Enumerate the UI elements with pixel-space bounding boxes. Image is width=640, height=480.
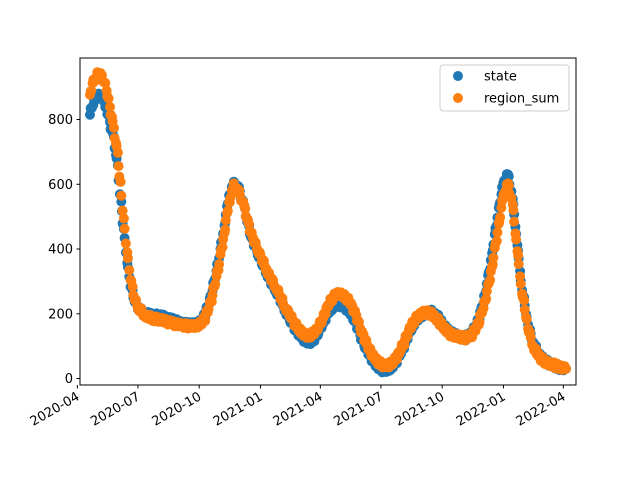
point-region_sum [115,176,126,187]
point-region_sum [113,161,124,172]
legend-marker-region-sum [453,93,463,103]
point-region_sum [214,259,225,270]
point-region_sum [508,205,519,216]
point-region_sum [511,234,522,245]
y-axis: 0 200 400 600 800 [48,113,80,387]
point-region_sum [515,278,526,289]
point-region_sum [210,279,221,290]
point-region_sum [100,78,111,88]
point-region_sum [222,205,233,216]
point-region_sum [119,223,130,234]
point-region_sum [495,212,506,223]
point-region_sum [525,332,536,343]
point-region_sum [112,147,123,158]
y-tick-label: 0 [65,372,73,387]
point-region_sum [491,235,502,246]
point-region_sum [492,227,503,238]
point-region_sum [244,219,255,230]
point-region_sum [515,271,526,282]
point-region_sum [509,216,520,227]
legend-box [439,64,570,112]
point-region_sum [86,85,97,96]
y-tick-label: 800 [48,113,73,128]
point-region_sum [220,215,231,226]
point-region_sum [124,265,135,276]
point-region_sum [127,281,138,292]
series-layer [85,67,571,378]
point-region_sum [109,122,119,133]
legend-label-state: state [484,70,517,85]
legend-label-region-sum: region_sum [484,92,559,107]
point-region_sum [120,238,131,249]
point-region_sum [513,250,524,261]
point-region_sum [503,180,514,191]
point-region_sum [217,242,228,253]
series-region_sum [85,67,571,375]
point-region_sum [207,290,218,300]
y-tick-label: 600 [48,178,73,193]
point-region_sum [103,93,114,104]
point-region_sum [118,213,129,224]
point-region_sum [485,275,496,285]
point-region_sum [117,205,128,216]
legend-marker-state [453,71,463,81]
point-region_sum [122,253,133,264]
point-region_sum [105,101,115,112]
y-tick-label: 200 [48,307,73,322]
point-region_sum [519,304,530,315]
point-region_sum [519,295,530,306]
point-region_sum [513,259,524,270]
legend: state region_sum [439,64,570,112]
y-tick-label: 400 [48,243,73,258]
point-region_sum [561,363,571,374]
point-region_sum [220,224,231,235]
point-region_sum [521,314,532,325]
plot-area-frame [79,57,577,386]
point-region_sum [240,203,251,214]
point-region_sum [488,252,499,263]
point-region_sum [481,293,492,304]
point-region_sum [116,190,127,201]
